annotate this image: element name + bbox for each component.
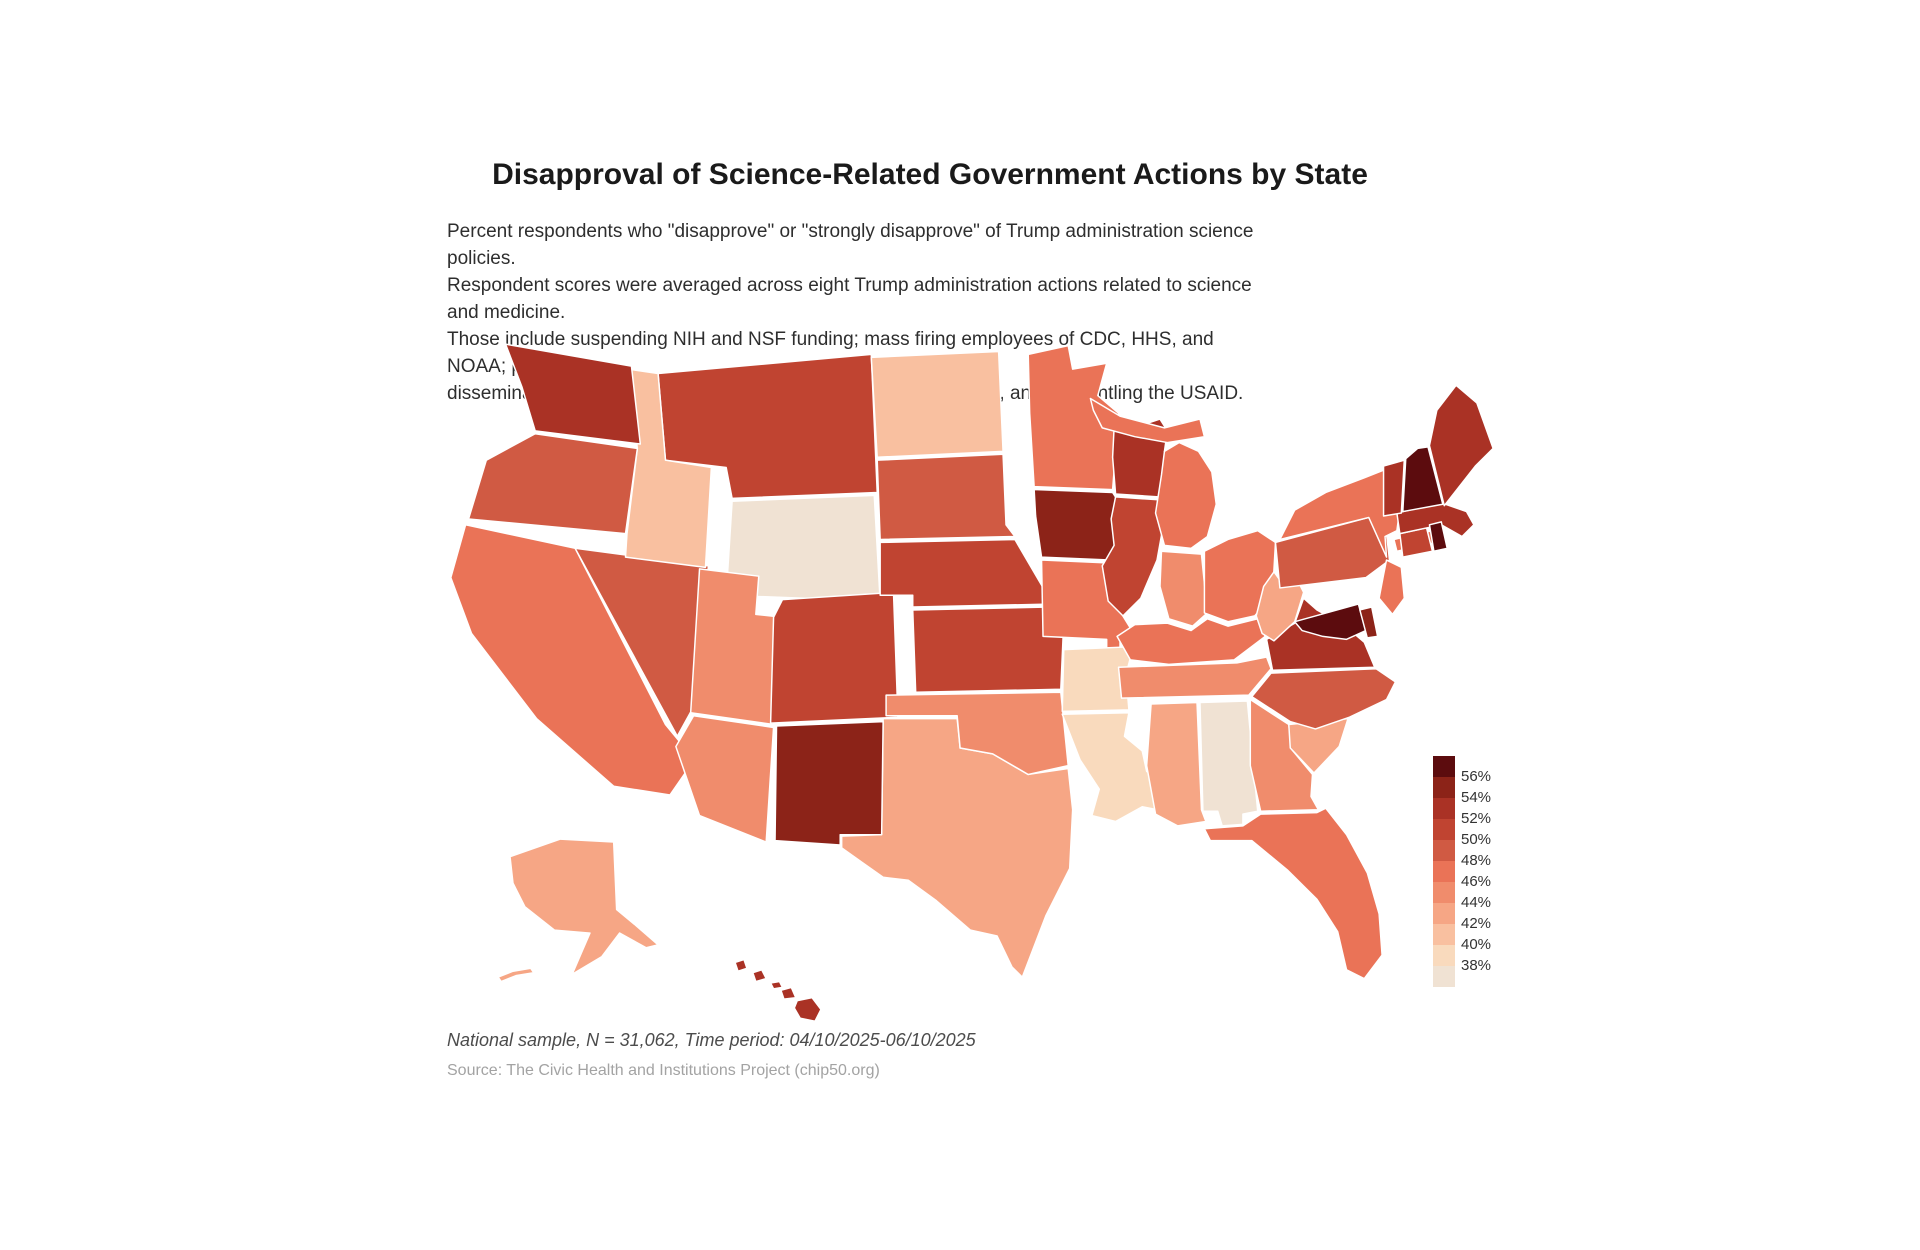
state-il[interactable]: Illinois 51% <box>1101 496 1166 617</box>
subtitle-line-2: Respondent scores were averaged across e… <box>447 275 1252 323</box>
legend-swatch-4 <box>1433 840 1455 862</box>
state-ky[interactable]: Kentucky 46.5% <box>1116 618 1266 666</box>
state-fl[interactable]: Florida 46% <box>1203 807 1383 980</box>
state-wa[interactable]: Washington 53% <box>504 343 642 445</box>
legend-label-50: 50% <box>1461 831 1492 848</box>
legend-label-52: 52% <box>1461 810 1492 827</box>
state-ca[interactable]: California 47% <box>450 524 687 796</box>
state-hi[interactable]: Hawaii 52.5% <box>752 969 767 983</box>
state-ks[interactable]: Kansas 50.5% <box>911 606 1065 693</box>
state-md[interactable]: Maryland 57% <box>1293 603 1367 641</box>
state-in[interactable]: Indiana 45% <box>1159 550 1209 627</box>
state-mi[interactable]: Michigan 47% <box>1089 397 1206 444</box>
legend-swatch-6 <box>1433 882 1455 904</box>
state-nm[interactable]: New Mexico 55% <box>774 720 884 846</box>
state-ak[interactable]: Alaska 43% <box>509 838 659 975</box>
legend-swatch-0 <box>1433 756 1455 778</box>
legend-swatch-7 <box>1433 903 1455 925</box>
state-co[interactable]: Colorado 51% <box>769 591 899 724</box>
state-hi[interactable]: Hawaii 52.5% <box>734 958 748 972</box>
legend-swatch-5 <box>1433 861 1455 883</box>
legend-label-40: 40% <box>1461 936 1492 953</box>
state-vt[interactable]: Vermont 53% <box>1382 459 1406 517</box>
legend-swatch-3 <box>1433 819 1455 841</box>
state-ne[interactable]: Nebraska 50.5% <box>879 538 1050 608</box>
state-az[interactable]: Arizona 45.5% <box>675 714 775 843</box>
legend-label-48: 48% <box>1461 852 1492 869</box>
legend-label-56: 56% <box>1461 768 1492 785</box>
state-ak[interactable]: Alaska 43% <box>497 967 535 983</box>
legend-swatch-8 <box>1433 924 1455 946</box>
source-credit: Source: The Civic Health and Institution… <box>447 1062 880 1079</box>
sample-note: National sample, N = 31,062, Time period… <box>447 1030 976 1050</box>
state-nh[interactable]: New Hampshire 56.5% <box>1402 446 1444 513</box>
state-hi[interactable]: Hawaii 52.5% <box>793 996 822 1022</box>
state-de[interactable]: Delaware 54.5% <box>1359 606 1379 639</box>
us-map-svg: Texas 42.5%Montana 51%California 47%Neva… <box>450 343 1494 1022</box>
legend-swatch-1 <box>1433 777 1455 799</box>
state-mi[interactable]: Michigan 47% <box>1154 441 1217 550</box>
state-or[interactable]: Oregon 49% <box>467 433 639 535</box>
state-nd[interactable]: North Dakota 41.5% <box>870 350 1004 458</box>
legend-swatch-9 <box>1433 945 1455 967</box>
state-al[interactable]: Alabama 37.5% <box>1199 700 1259 827</box>
legend-swatch-2 <box>1433 798 1455 820</box>
legend-label-44: 44% <box>1461 894 1492 911</box>
state-nc[interactable]: North Carolina 49% <box>1251 667 1397 730</box>
legend-label-42: 42% <box>1461 915 1492 932</box>
us-choropleth-map: Texas 42.5%Montana 51%California 47%Neva… <box>436 328 1502 1030</box>
state-me[interactable]: Maine 52.5% <box>1428 384 1494 507</box>
subtitle-line-1: Percent respondents who "disapprove" or … <box>447 221 1254 269</box>
legend-label-54: 54% <box>1461 789 1492 806</box>
legend-label-38: 38% <box>1461 957 1492 974</box>
legend-label-46: 46% <box>1461 873 1492 890</box>
state-tn[interactable]: Tennessee 44% <box>1117 656 1272 699</box>
chart-title: Disapproval of Science-Related Governmen… <box>492 158 1368 191</box>
state-ms[interactable]: Mississippi 42.5% <box>1145 701 1207 827</box>
state-ri[interactable]: Rhode Island 56% <box>1428 521 1448 552</box>
state-sd[interactable]: South Dakota 48.5% <box>876 453 1016 541</box>
legend-swatch-10 <box>1433 966 1455 988</box>
state-mn[interactable]: Minnesota 47.5% <box>1027 344 1120 491</box>
state-hi[interactable]: Hawaii 52.5% <box>769 980 784 990</box>
state-nj[interactable]: New Jersey 46.5% <box>1378 559 1406 616</box>
state-hi[interactable]: Hawaii 52.5% <box>780 986 797 1000</box>
